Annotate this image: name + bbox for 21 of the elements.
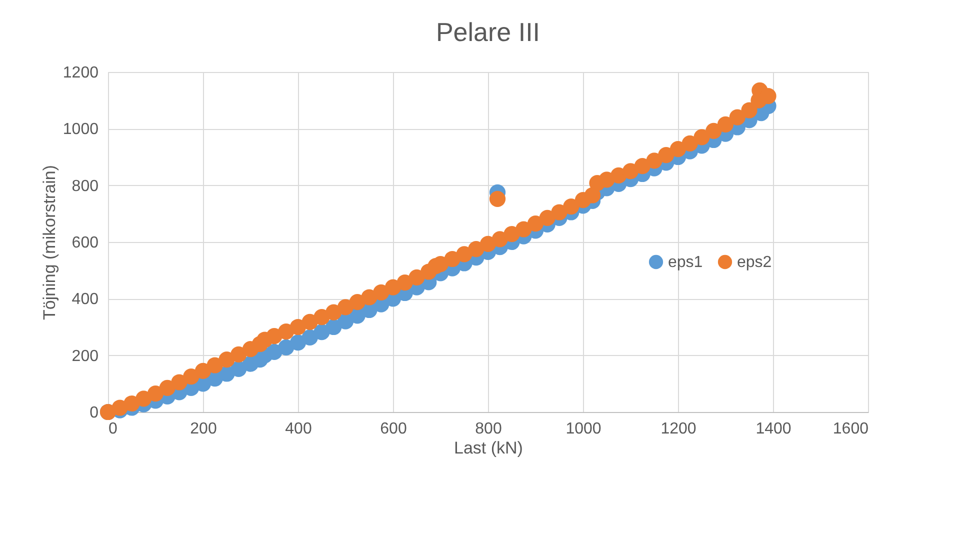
legend-label: eps1 — [668, 254, 703, 271]
y-tick-label: 1000 — [62, 121, 99, 138]
x-tick-label: 0 — [108, 420, 118, 438]
y-tick-label: 400 — [72, 291, 99, 308]
y-tick-label: 600 — [72, 234, 99, 252]
y-tick-label: 200 — [72, 348, 99, 365]
y-tick-label: 1200 — [62, 64, 99, 82]
x-tick-label: 600 — [380, 420, 407, 438]
chart-title: Pelare III — [436, 17, 540, 47]
y-axis-title: Töjning (mikorstrain) — [40, 165, 59, 320]
x-tick-label: 800 — [475, 420, 502, 438]
x-tick-label: 1000 — [566, 420, 602, 438]
x-tick-label: 200 — [190, 420, 217, 438]
x-axis-title: Last (kN) — [454, 438, 523, 458]
x-tick-label: 1200 — [660, 420, 696, 438]
y-tick-label: 0 — [90, 404, 99, 422]
x-tick-label: 400 — [285, 420, 312, 438]
x-tick-label: 1600 — [832, 420, 869, 438]
x-tick-label: 1400 — [756, 420, 792, 438]
y-tick-label: 800 — [72, 178, 99, 195]
legend-label: eps2 — [737, 254, 772, 271]
